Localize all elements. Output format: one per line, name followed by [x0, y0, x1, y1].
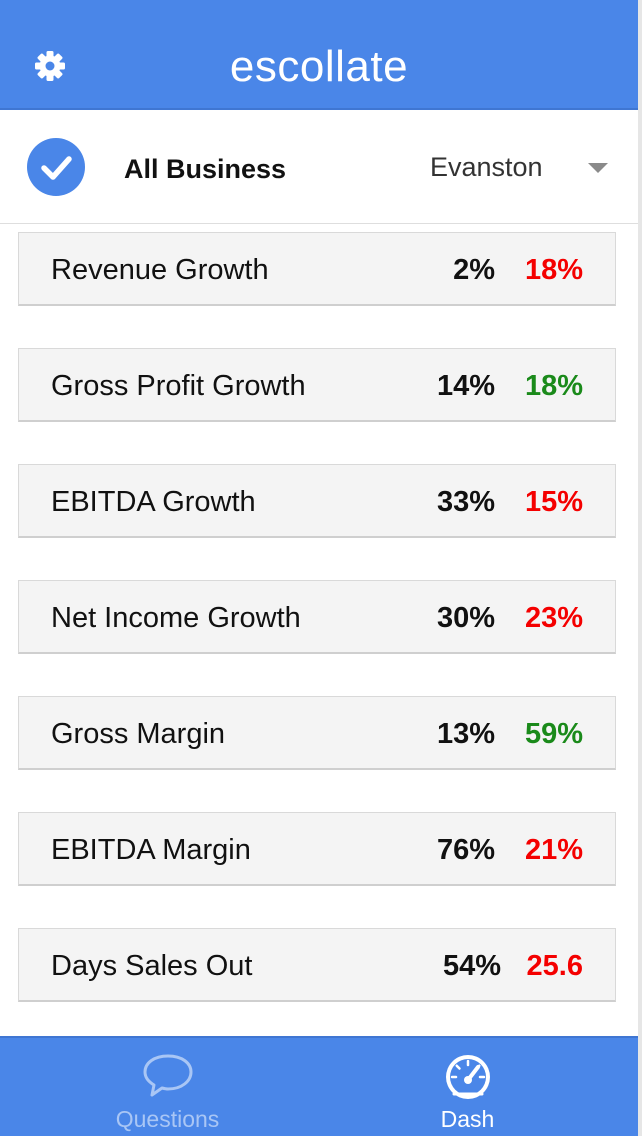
metric-value-secondary: 18%: [524, 370, 583, 402]
app-header: escollate: [0, 0, 638, 110]
metric-value-secondary: 18%: [524, 254, 583, 286]
metric-row-net-income-growth[interactable]: Net Income Growth 30% 23%: [18, 580, 616, 654]
all-business-checkbox[interactable]: [27, 138, 85, 196]
metric-value-primary: 14%: [436, 370, 495, 402]
bottom-tab-bar: Questions: [0, 1036, 638, 1136]
metric-label: Net Income Growth: [51, 602, 301, 634]
checkmark-icon: [41, 156, 72, 180]
metric-value-primary: 76%: [436, 834, 495, 866]
metric-value-primary: 13%: [436, 718, 495, 750]
metric-list: Revenue Growth 2% 18% Gross Profit Growt…: [18, 232, 618, 1044]
metric-value-secondary: 23%: [524, 602, 583, 634]
tab-questions-label: Questions: [115, 1106, 220, 1132]
metric-label: Revenue Growth: [51, 254, 269, 286]
speech-bubble-icon: [140, 1050, 196, 1100]
metric-value-primary: 54%: [442, 950, 501, 982]
metric-row-days-sales-out[interactable]: Days Sales Out 54% 25.6: [18, 928, 616, 1002]
metric-label: EBITDA Growth: [51, 486, 256, 518]
dropdown-caret-icon: [588, 163, 608, 173]
metric-value-secondary: 25.6: [526, 950, 583, 982]
metric-value-secondary: 21%: [524, 834, 583, 866]
metric-row-ebitda-margin[interactable]: EBITDA Margin 76% 21%: [18, 812, 616, 886]
metric-row-ebitda-growth[interactable]: EBITDA Growth 33% 15%: [18, 464, 616, 538]
metric-value-secondary: 15%: [524, 486, 583, 518]
metric-label: Gross Margin: [51, 718, 226, 750]
metric-row-gross-profit-growth[interactable]: Gross Profit Growth 14% 18%: [18, 348, 616, 422]
metric-row-gross-margin[interactable]: Gross Margin 13% 59%: [18, 696, 616, 770]
location-dropdown[interactable]: Evanston: [420, 140, 620, 192]
metric-label: Days Sales Out: [51, 950, 253, 982]
metric-label: EBITDA Margin: [51, 834, 251, 866]
tab-dash-label: Dash: [440, 1106, 495, 1132]
all-business-label: All Business: [124, 154, 287, 184]
metric-value-primary: 30%: [436, 602, 495, 634]
tab-questions[interactable]: Questions: [8, 1038, 327, 1136]
speedometer-icon: [440, 1050, 496, 1100]
metric-value-primary: 33%: [436, 486, 495, 518]
metric-row-revenue-growth[interactable]: Revenue Growth 2% 18%: [18, 232, 616, 306]
window-edge: [638, 0, 642, 1136]
gear-icon[interactable]: [32, 48, 68, 84]
metric-label: Gross Profit Growth: [51, 370, 306, 402]
tab-dash[interactable]: Dash: [308, 1038, 627, 1136]
metric-value-secondary: 59%: [524, 718, 583, 750]
location-value: Evanston: [430, 152, 543, 182]
filter-bar: All Business Evanston: [0, 110, 638, 224]
metric-value-primary: 2%: [453, 254, 495, 286]
app-title: escollate: [229, 42, 409, 91]
